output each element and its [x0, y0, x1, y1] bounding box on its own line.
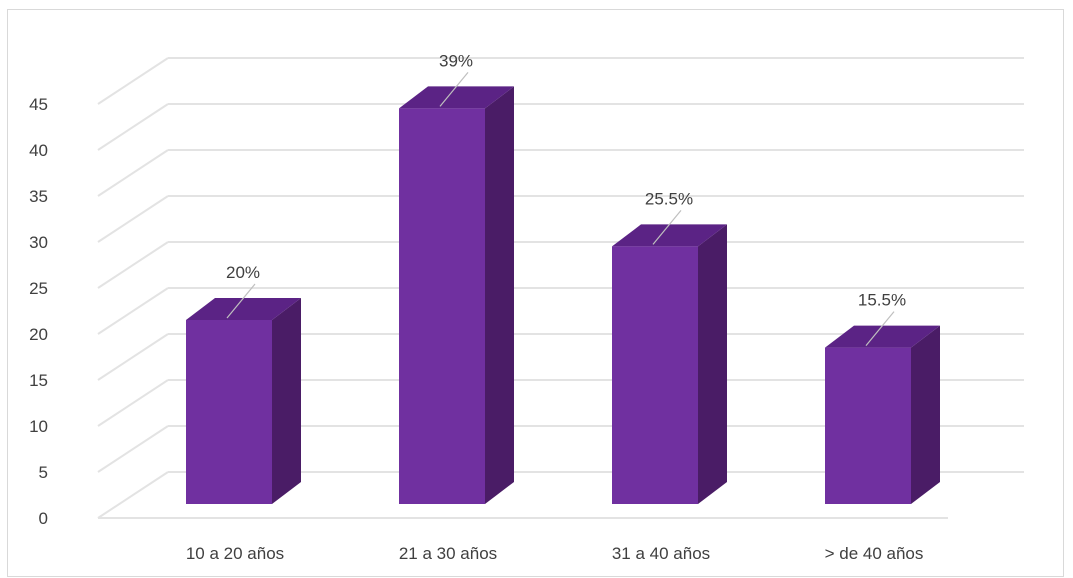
data-label: 20% — [226, 263, 260, 282]
gridline-side — [97, 333, 169, 381]
data-label: 39% — [439, 51, 473, 70]
bar — [186, 298, 301, 504]
y-tick-label: 45 — [29, 95, 48, 114]
y-tick-label: 40 — [29, 141, 48, 160]
leader-line — [439, 72, 469, 107]
bar-front — [825, 347, 911, 504]
bar-side — [485, 86, 514, 505]
bar-front — [612, 246, 698, 504]
x-axis-categories: 10 a 20 años 21 a 30 años 31 a 40 años > de… — [186, 544, 924, 563]
bar-top — [612, 224, 727, 247]
y-tick-label: 10 — [29, 417, 48, 436]
chart-frame: 0 5 10 15 20 25 30 35 40 45 20% 39% 25.5% 15.5% 10 a… — [7, 9, 1064, 577]
bar — [612, 224, 727, 504]
bar-side — [911, 325, 940, 504]
bar-top — [825, 325, 940, 348]
y-tick-label: 35 — [29, 187, 48, 206]
y-tick-label: 25 — [29, 279, 48, 298]
data-label: 25.5% — [645, 189, 693, 208]
gridline-side — [97, 287, 169, 335]
bar-chart: 0 5 10 15 20 25 30 35 40 45 20% 39% 25.5% 15.5% 10 a… — [29, 51, 1024, 563]
leader-line — [652, 210, 682, 245]
leader-line — [226, 283, 256, 319]
y-tick-label: 15 — [29, 371, 48, 390]
data-label: 15.5% — [858, 291, 906, 310]
gridline-side — [97, 241, 169, 289]
bar — [825, 325, 940, 504]
gridlines — [97, 57, 1024, 519]
gridline-side — [97, 195, 169, 243]
leader-line — [865, 311, 895, 346]
y-tick-label: 20 — [29, 325, 48, 344]
gridline-side — [97, 425, 169, 473]
category-label: 10 a 20 años — [186, 544, 284, 563]
gridline-side — [97, 103, 169, 151]
gridline-side — [97, 471, 169, 519]
gridline-side — [97, 379, 169, 427]
bar-side — [698, 224, 727, 504]
bar — [399, 86, 514, 505]
gridline-side — [97, 149, 169, 197]
y-axis-ticks: 0 5 10 15 20 25 30 35 40 45 — [29, 95, 48, 528]
category-label: 31 a 40 años — [612, 544, 710, 563]
bar-front — [399, 108, 485, 505]
y-tick-label: 0 — [39, 509, 48, 528]
bar-top — [186, 298, 301, 320]
category-label: 21 a 30 años — [399, 544, 497, 563]
gridline-side — [97, 57, 169, 105]
bar-front — [186, 320, 272, 504]
bar-side — [272, 298, 301, 504]
y-tick-label: 30 — [29, 233, 48, 252]
y-tick-label: 5 — [39, 463, 48, 482]
data-labels: 20% 39% 25.5% 15.5% — [226, 51, 906, 346]
bars — [186, 86, 940, 505]
bar-top — [399, 86, 514, 109]
category-label: > de 40 años — [825, 544, 924, 563]
